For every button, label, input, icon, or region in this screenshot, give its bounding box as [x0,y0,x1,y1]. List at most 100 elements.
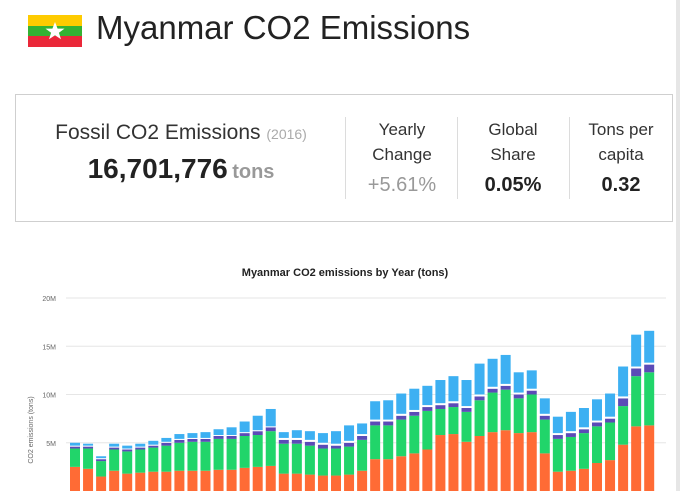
chart-bar-segment[interactable] [448,401,459,404]
chart-bar-segment[interactable] [187,470,198,491]
chart-bar-segment[interactable] [631,368,642,377]
chart-bar-segment[interactable] [487,386,498,389]
chart-bar-segment[interactable] [409,415,420,454]
chart-bar-segment[interactable] [592,463,602,491]
chart-bar-segment[interactable] [83,448,94,469]
chart-bar-segment[interactable] [304,445,315,475]
chart-bar-segment[interactable] [304,431,315,440]
chart-bar-segment[interactable] [70,442,80,446]
chart-bar-segment[interactable] [474,394,485,397]
chart-bar-segment[interactable] [239,432,250,434]
chart-bar-segment[interactable] [448,407,459,435]
chart-bar-segment[interactable] [500,430,511,491]
chart-bar-segment[interactable] [552,471,563,491]
chart-bar-segment[interactable] [370,401,381,420]
chart-bar-segment[interactable] [422,410,433,450]
chart-bar-segment[interactable] [513,394,524,399]
chart-bar-segment[interactable] [487,358,498,387]
chart-bar-segment[interactable] [383,421,394,426]
chart-bar-segment[interactable] [331,445,341,449]
chart-bar-segment[interactable] [513,392,524,395]
chart-bar-segment[interactable] [200,438,211,442]
chart-bar-segment[interactable] [174,442,185,471]
chart-bar-segment[interactable] [265,465,276,491]
chart-bar-segment[interactable] [109,446,120,448]
chart-bar-segment[interactable] [174,439,185,443]
chart-bar-segment[interactable] [174,438,185,440]
chart-bar-segment[interactable] [213,435,224,436]
chart-bar-segment[interactable] [383,459,394,491]
chart-bar-segment[interactable] [435,435,446,491]
chart-bar-segment[interactable] [278,473,289,491]
chart-bar-segment[interactable] [631,426,642,491]
chart-bar-segment[interactable] [109,443,120,447]
chart-bar-segment[interactable] [644,330,655,363]
chart-bar-segment[interactable] [644,425,655,491]
chart-bar-segment[interactable] [435,408,446,436]
chart-bar-segment[interactable] [135,472,146,491]
chart-bar-segment[interactable] [357,439,368,471]
page-scrollbar[interactable] [676,0,680,491]
chart-bar-segment[interactable] [213,429,224,436]
chart-bar-segment[interactable] [370,421,381,426]
chart-bar-segment[interactable] [213,438,224,470]
chart-bar-segment[interactable] [565,411,576,432]
chart-bar-segment[interactable] [226,436,237,439]
chart-bar-segment[interactable] [605,422,616,461]
chart-bar-segment[interactable] [291,437,302,440]
chart-bar-segment[interactable] [70,466,80,491]
chart-bar-segment[interactable] [200,470,211,491]
chart-bar-segment[interactable] [135,447,146,450]
chart-bar-segment[interactable] [474,436,485,491]
chart-bar-segment[interactable] [161,445,172,472]
chart-bar-segment[interactable] [526,390,537,395]
chart-bar-segment[interactable] [83,443,94,446]
chart-bar-segment[interactable] [344,425,355,441]
chart-bar-segment[interactable] [239,433,250,436]
chart-bar-segment[interactable] [578,427,589,430]
chart-bar-segment[interactable] [344,446,355,475]
chart-bar-segment[interactable] [187,438,198,442]
chart-bar-segment[interactable] [239,436,250,468]
chart-bar-segment[interactable] [161,471,172,491]
chart-bar-segment[interactable] [278,443,289,474]
chart-bar-segment[interactable] [592,426,602,464]
chart-bar-segment[interactable] [291,443,302,474]
chart-bar-segment[interactable] [500,383,511,386]
chart-bar-segment[interactable] [552,416,563,434]
chart-bar-segment[interactable] [331,448,341,476]
chart-bar-segment[interactable] [331,431,341,444]
chart-bar-segment[interactable] [200,441,211,471]
chart-bar-segment[interactable] [500,389,511,431]
chart-bar-segment[interactable] [252,435,263,467]
chart-bar-segment[interactable] [317,433,328,443]
chart-bar-segment[interactable] [605,393,616,417]
chart-bar-segment[interactable] [435,403,446,406]
chart-bar-segment[interactable] [552,438,563,472]
chart-bar-segment[interactable] [331,475,341,491]
chart-bar-segment[interactable] [252,431,263,436]
chart-bar-segment[interactable] [565,436,576,471]
chart-bar-segment[interactable] [252,430,263,432]
chart-bar-segment[interactable] [357,434,368,436]
chart-bar-segment[interactable] [357,436,368,440]
chart-bar-segment[interactable] [70,448,80,467]
chart-bar-segment[interactable] [618,398,629,407]
chart-bar-segment[interactable] [448,376,459,402]
chart-bar-segment[interactable] [291,439,302,444]
chart-bar-segment[interactable] [552,435,563,439]
chart-bar-segment[interactable] [500,354,511,384]
chart-bar-segment[interactable] [422,449,433,491]
chart-bar-segment[interactable] [317,442,328,445]
chart-bar-segment[interactable] [317,444,328,449]
chart-bar-segment[interactable] [396,456,407,491]
chart-bar-segment[interactable] [461,406,472,409]
chart-bar-segment[interactable] [578,433,589,469]
chart-bar-segment[interactable] [226,435,237,436]
chart-bar-segment[interactable] [148,445,159,448]
chart-bar-segment[interactable] [304,474,315,491]
chart-bar-segment[interactable] [344,440,355,443]
chart-bar-segment[interactable] [135,443,146,447]
chart-bar-segment[interactable] [226,438,237,470]
chart-bar-segment[interactable] [409,411,420,416]
